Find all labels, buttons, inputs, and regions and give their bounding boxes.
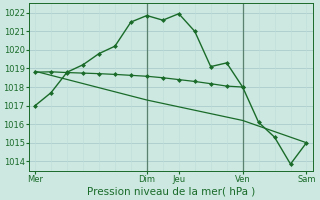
X-axis label: Pression niveau de la mer( hPa ): Pression niveau de la mer( hPa ) xyxy=(87,187,255,197)
